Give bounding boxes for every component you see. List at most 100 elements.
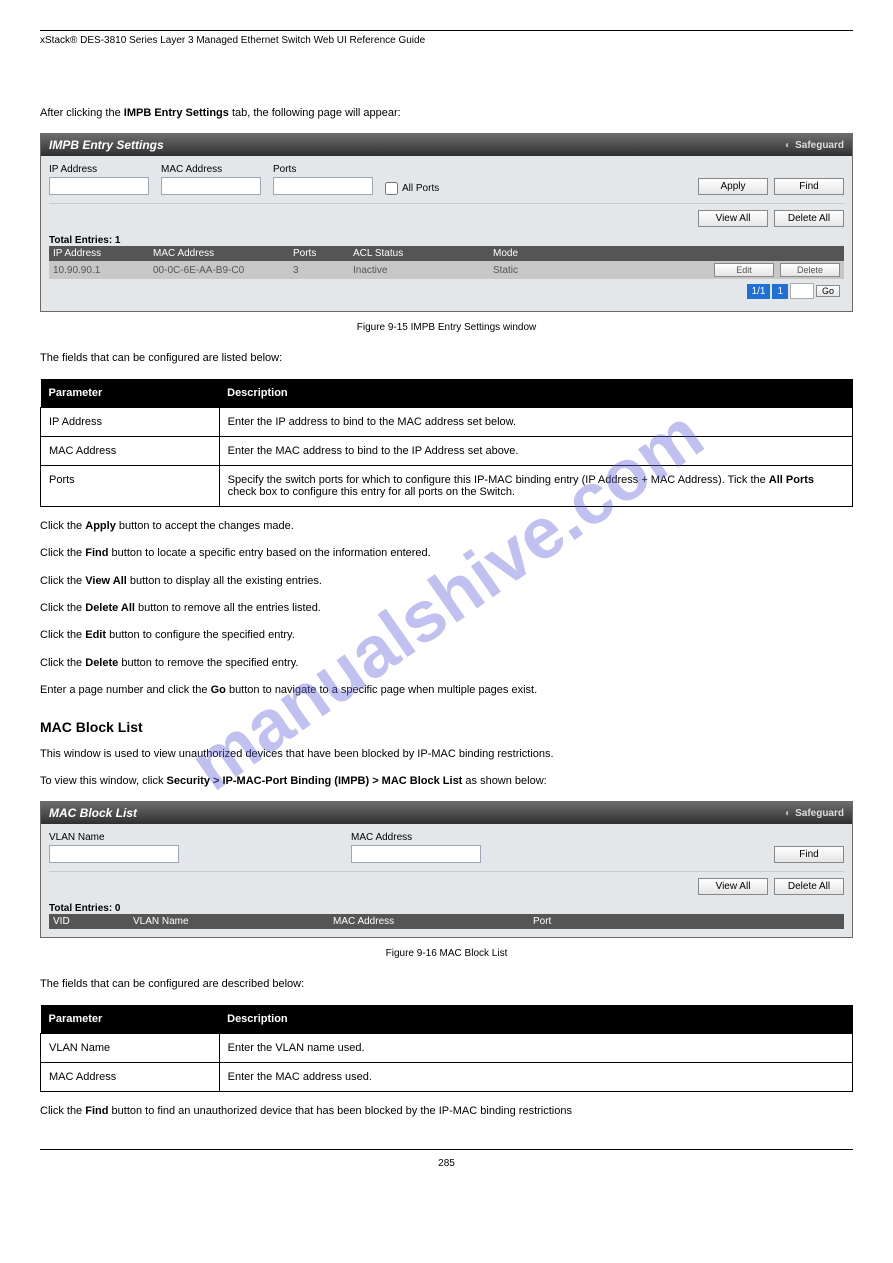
pager: 1/1 1 Go [49,279,844,303]
t2-r1p: VLAN Name [41,1033,220,1062]
all-ports-row[interactable]: All Ports [385,182,439,195]
delete-all-button-2[interactable]: Delete All [774,878,844,895]
path-bold: Security > IP-MAC-Port Binding (IMPB) > … [167,775,463,787]
ports-input[interactable] [273,177,373,195]
t2-r2p: MAC Address [41,1062,220,1091]
path-suffix: as shown below: [462,775,546,787]
t2-r2d: Enter the MAC address used. [219,1062,852,1091]
macblock-panel: MAC Block List Safeguard VLAN Name MAC A… [40,801,853,938]
param-table-1: Parameter Description IP Address Enter t… [40,379,853,507]
t1-h2: Description [219,379,852,408]
impb-title: IMPB Entry Settings [49,138,164,152]
figure2-caption: Figure 9-16 MAC Block List [40,948,853,959]
mac-col: MAC Address [161,164,261,195]
t1-h1: Parameter [41,379,220,408]
after-table1-block: Click the Apply button to accept the cha… [40,519,853,699]
ip-input[interactable] [49,177,149,195]
grid-header-2: VID VLAN Name MAC Address Port [49,914,844,929]
path-prefix: To view this window, click [40,775,167,787]
macblock-title: MAC Block List [49,806,137,820]
edit-button[interactable]: Edit [714,263,774,277]
view-all-button[interactable]: View All [698,210,768,227]
fields-intro-2: The fields that can be configured are de… [40,977,853,992]
go-button[interactable]: Go [816,285,840,297]
line-deleteall: Click the Delete All button to remove al… [40,601,853,616]
t2-r1d: Enter the VLAN name used. [219,1033,852,1062]
td-ip: 10.90.90.1 [53,265,153,276]
macblock-header: MAC Block List Safeguard [41,802,852,824]
line-apply: Click the Apply button to accept the cha… [40,519,853,534]
impb-panel: IMPB Entry Settings Safeguard IP Address… [40,133,853,312]
find-button[interactable]: Find [774,178,844,195]
th-mac: MAC Address [153,248,293,259]
mac2-label: MAC Address [351,832,481,843]
figure1-caption: Figure 9-15 IMPB Entry Settings window [40,322,853,333]
section2-heading: MAC Block List [40,719,853,735]
impb-panel-header: IMPB Entry Settings Safeguard [41,134,852,156]
page-footer: 285 [40,1149,853,1169]
all-ports-checkbox[interactable] [385,182,398,195]
line-viewall: Click the View All button to display all… [40,574,853,589]
delete-all-button[interactable]: Delete All [774,210,844,227]
param-table-2: Parameter Description VLAN Name Enter th… [40,1005,853,1092]
td-mac: 00-0C-6E-AA-B9-C0 [153,265,293,276]
row-actions: Edit Delete [714,263,840,277]
impb-form-row: IP Address MAC Address Ports All Ports A… [49,164,844,195]
line-find: Click the Find button to locate a specif… [40,546,853,561]
pager-input[interactable] [790,283,814,299]
after-t2-line: Click the Find button to find an unautho… [40,1104,853,1119]
mac-input[interactable] [161,177,261,195]
t1-r2p: MAC Address [41,436,220,465]
grid-row: 10.90.90.1 00-0C-6E-AA-B9-C0 3 Inactive … [49,261,844,279]
vlan-col: VLAN Name [49,832,179,863]
separator-2 [49,871,844,872]
intro-text-1: After clicking the IMPB Entry Settings t… [40,106,853,121]
btn-group-3: Find [774,842,844,863]
vlan-input[interactable] [49,845,179,863]
safeguard-badge: Safeguard [785,140,844,151]
pager-pages: 1/1 [747,284,771,299]
ip-label: IP Address [49,164,149,175]
ports-label: Ports [273,164,373,175]
line-edit: Click the Edit button to configure the s… [40,628,853,643]
pager-cur: 1 [772,284,788,299]
section2-intro: This window is used to view unauthorized… [40,747,853,762]
t2-h2: Description [219,1005,852,1034]
th-ip: IP Address [53,248,153,259]
find-button-2[interactable]: Find [774,846,844,863]
header-text: xStack® DES-3810 Series Layer 3 Managed … [40,35,425,46]
apply-button[interactable]: Apply [698,178,768,195]
th-port: Port [533,916,840,927]
separator [49,203,844,204]
th-vlan: VLAN Name [133,916,333,927]
btn-group-4: View All Delete All [49,878,844,895]
all-ports-label: All Ports [402,183,439,194]
t1-r1d: Enter the IP address to bind to the MAC … [219,407,852,436]
td-acl: Inactive [353,265,493,276]
t1-r2d: Enter the MAC address to bind to the IP … [219,436,852,465]
td-ports: 3 [293,265,353,276]
ports-col: Ports [273,164,373,195]
total-entries-2: Total Entries: 0 [49,903,844,914]
safeguard-badge-2: Safeguard [785,808,844,819]
fields-intro-1: The fields that can be configured are li… [40,351,853,366]
delete-button[interactable]: Delete [780,263,840,277]
view-all-button-2[interactable]: View All [698,878,768,895]
vlan-label: VLAN Name [49,832,179,843]
th-acl: ACL Status [353,248,493,259]
td-mode: Static [493,265,613,276]
t2-h1: Parameter [41,1005,220,1034]
th-mac2: MAC Address [333,916,533,927]
line-delete: Click the Delete button to remove the sp… [40,656,853,671]
tab-name: IMPB Entry Settings [124,107,229,119]
mac2-input[interactable] [351,845,481,863]
btn-group-1: Apply Find [698,174,844,195]
macblock-form-row: VLAN Name MAC Address Find [49,832,844,863]
macblock-body: VLAN Name MAC Address Find View All Dele… [41,824,852,937]
mac-label: MAC Address [161,164,261,175]
ip-col: IP Address [49,164,149,195]
total-entries: Total Entries: 1 [49,235,844,246]
th-mode: Mode [493,248,613,259]
btn-group-2: View All Delete All [49,210,844,227]
t1-r3d: Specify the switch ports for which to co… [219,465,852,506]
